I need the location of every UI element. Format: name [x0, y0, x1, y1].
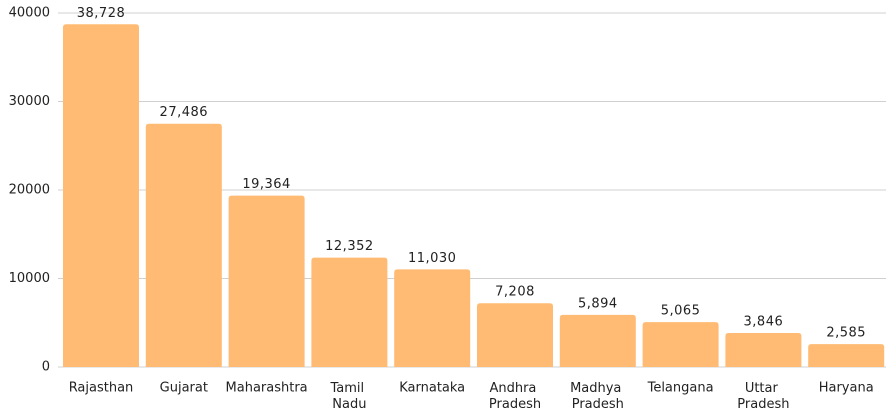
value-label: 11,030 [408, 251, 457, 266]
x-tick-label: Karnataka [399, 381, 465, 396]
y-tick-label: 20000 [9, 183, 50, 198]
bar [394, 269, 471, 367]
value-label: 27,486 [160, 105, 209, 120]
value-label: 19,364 [242, 177, 291, 192]
x-tick-label: Maharashtra [226, 381, 308, 396]
y-tick-label: 10000 [9, 271, 50, 286]
value-label: 7,208 [495, 285, 535, 300]
bar [725, 332, 802, 367]
x-tick-label: Andhra Pradesh [489, 381, 541, 412]
x-tick-label: Uttar Pradesh [737, 381, 789, 412]
bar [311, 257, 388, 367]
bar [145, 123, 222, 367]
y-tick-label: 40000 [9, 6, 50, 21]
y-tick-label: 30000 [9, 94, 50, 109]
y-tick-label: 0 [42, 360, 50, 375]
value-label: 5,894 [578, 296, 618, 311]
value-label: 38,728 [77, 6, 126, 21]
x-tick-label: Telangana [647, 381, 714, 396]
value-label: 2,585 [826, 326, 866, 341]
x-tick-label: Gujarat [160, 381, 208, 396]
x-tick-label: Rajasthan [69, 381, 134, 396]
x-tick-label: Haryana [819, 381, 874, 396]
value-label: 5,065 [661, 304, 701, 319]
x-tick-label: Tamil Nadu [330, 381, 369, 412]
bar [559, 314, 636, 367]
x-tick-label: Madhya Pradesh [570, 381, 625, 412]
bar [228, 195, 305, 367]
bar [477, 303, 553, 367]
bar [642, 322, 719, 367]
bar [808, 344, 885, 367]
value-label: 3,846 [744, 314, 784, 329]
value-label: 12,352 [325, 239, 374, 254]
bar [63, 24, 139, 367]
